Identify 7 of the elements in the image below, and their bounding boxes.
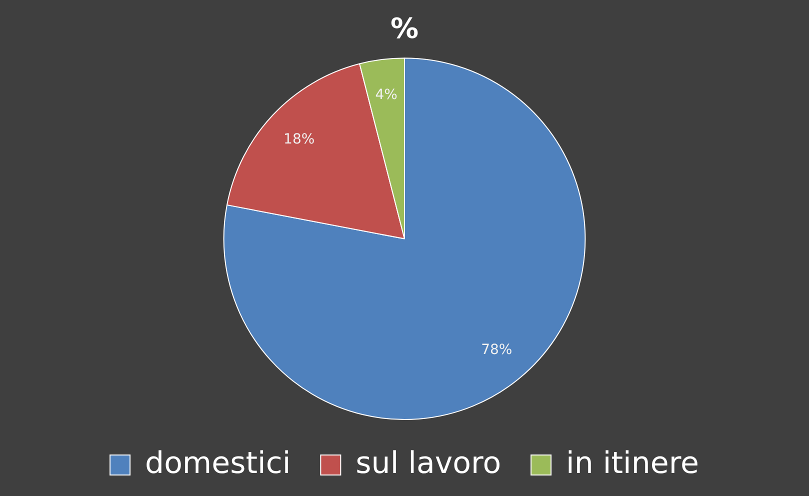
legend-label: domestici (145, 446, 291, 481)
chart-title: % (390, 12, 419, 46)
legend-label: in itinere (566, 446, 699, 481)
data-label: 78% (481, 342, 512, 358)
data-label: 18% (284, 131, 315, 148)
data-label: 4% (375, 87, 398, 104)
legend-label: sul lavoro (356, 446, 502, 481)
